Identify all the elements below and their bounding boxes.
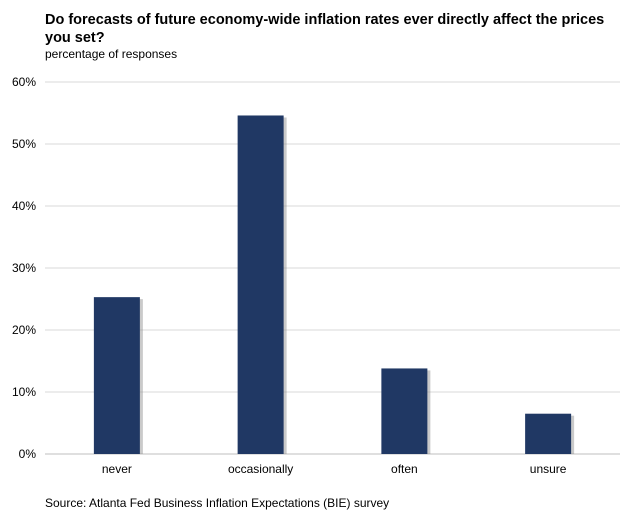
chart-subtitle: percentage of responses [45,47,178,61]
x-tick-label: often [391,462,418,476]
bar-often [381,368,428,454]
x-tick-label: never [102,462,132,476]
y-tick-label: 50% [12,137,36,151]
y-tick-label: 40% [12,199,36,213]
chart-title: Do forecasts of future economy-wide infl… [45,12,605,46]
x-tick-label: occasionally [228,462,293,476]
y-tick-label: 60% [12,75,36,89]
bar-occasionally [237,115,284,454]
x-tick-label: unsure [530,462,567,476]
y-tick-label: 0% [19,447,37,461]
chart-source: Source: Atlanta Fed Business Inflation E… [45,496,390,510]
bar-never [93,297,140,454]
y-tick-label: 30% [12,261,36,275]
bar-unsure [525,413,572,454]
y-tick-label: 20% [12,323,36,337]
y-tick-label: 10% [12,385,36,399]
